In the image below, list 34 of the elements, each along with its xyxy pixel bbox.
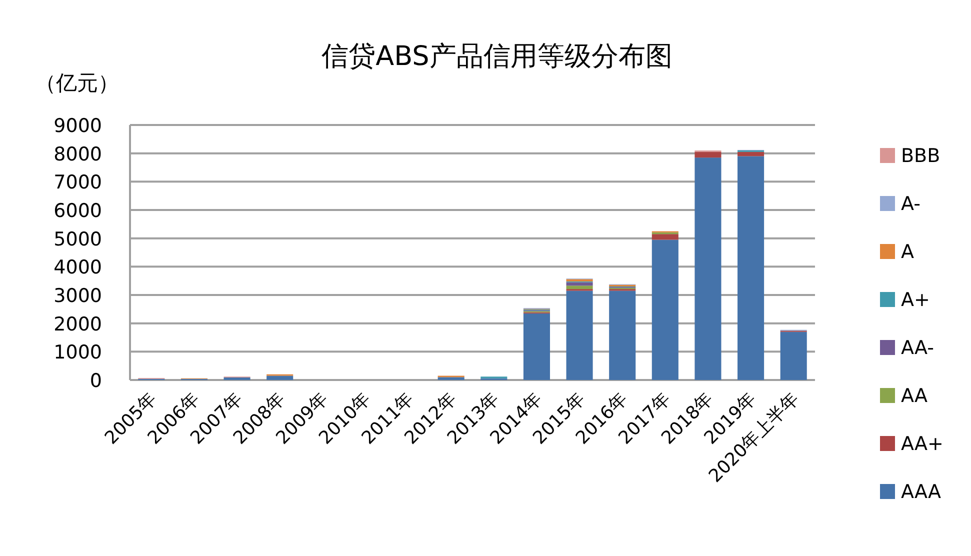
legend-label: BBB bbox=[901, 145, 940, 167]
bar bbox=[266, 376, 294, 380]
legend-label: A- bbox=[901, 193, 920, 215]
bar bbox=[652, 234, 678, 240]
y-tick-label: 8000 bbox=[54, 143, 102, 166]
legend-label: AA bbox=[901, 385, 928, 407]
bar bbox=[523, 313, 550, 380]
bar bbox=[738, 156, 764, 380]
y-tick-label: 6000 bbox=[54, 200, 102, 222]
bar bbox=[694, 152, 722, 158]
legend-label: A+ bbox=[901, 289, 930, 311]
bar bbox=[224, 377, 250, 380]
bar bbox=[780, 332, 807, 380]
y-axis-title: （亿元） bbox=[35, 71, 119, 95]
bar bbox=[566, 290, 593, 380]
bar bbox=[609, 290, 636, 380]
bar bbox=[438, 377, 464, 380]
legend-label: A bbox=[901, 241, 914, 263]
y-tick-label: 9000 bbox=[54, 115, 102, 137]
y-tick-label: 3000 bbox=[54, 285, 102, 307]
legend-label: AAA bbox=[901, 481, 942, 503]
y-tick-label: 7000 bbox=[54, 172, 102, 194]
bar bbox=[694, 158, 722, 380]
legend-label: AA- bbox=[901, 337, 934, 359]
legend-label: AA+ bbox=[901, 433, 944, 455]
bar bbox=[652, 240, 678, 380]
y-tick-label: 4000 bbox=[54, 256, 102, 279]
y-tick-label: 0 bbox=[90, 370, 102, 392]
bar bbox=[738, 152, 764, 156]
y-tick-label: 1000 bbox=[54, 342, 102, 364]
y-tick-label: 2000 bbox=[54, 313, 102, 336]
y-tick-label: 5000 bbox=[54, 228, 102, 250]
bar bbox=[566, 286, 593, 290]
chart-title: 信贷ABS产品信用等级分布图 bbox=[322, 41, 672, 72]
